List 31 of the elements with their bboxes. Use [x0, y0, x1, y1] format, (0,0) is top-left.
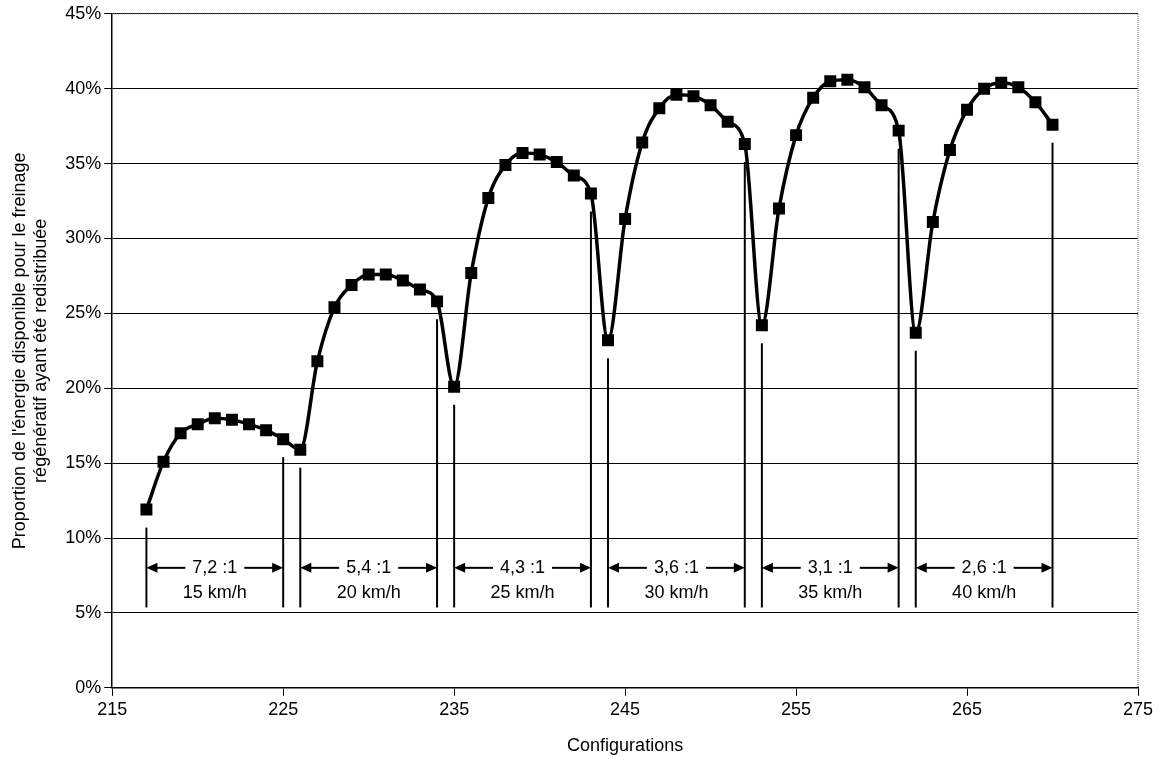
annotation: 30 km/h	[644, 582, 709, 603]
x-tick-label: 235	[439, 698, 470, 719]
y-tick-label: 25%	[65, 302, 102, 323]
y-tick-label: 0%	[75, 676, 102, 697]
y-tick-label: 10%	[65, 526, 102, 547]
annotation: 35 km/h	[798, 582, 863, 603]
annotation: 40 km/h	[952, 582, 1017, 603]
y-tick-label: 20%	[65, 377, 102, 398]
annotation: 20 km/h	[336, 582, 401, 603]
annotation: 5,4 :1	[346, 556, 392, 577]
x-tick-label: 215	[97, 698, 128, 719]
x-tick-label: 245	[610, 698, 641, 719]
x-tick-label: 265	[952, 698, 983, 719]
annotation: 3,6 :1	[653, 556, 699, 577]
annotation: 15 km/h	[182, 582, 247, 603]
x-tick-label: 225	[268, 698, 299, 719]
y-tick-label: 15%	[65, 452, 102, 473]
annotation: 7,2 :1	[192, 556, 238, 577]
annotation: 25 km/h	[490, 582, 555, 603]
x-axis-title: Configurations	[567, 735, 684, 756]
annotation: 3,1 :1	[807, 556, 853, 577]
annotation: 4,3 :1	[500, 556, 546, 577]
y-tick-label: 5%	[75, 601, 102, 622]
y-tick-label: 45%	[65, 2, 102, 23]
y-tick-label: 35%	[65, 152, 102, 173]
y-tick-label: 40%	[65, 77, 102, 98]
x-tick-label: 255	[781, 698, 812, 719]
x-tick-label: 275	[1122, 698, 1154, 719]
y-tick-label: 30%	[65, 227, 102, 248]
y-axis-title: Proportion de l'énergie disponible pour le freinage régénératif ayant été redistribuée	[8, 152, 51, 550]
annotation: 2,6 :1	[961, 556, 1007, 577]
